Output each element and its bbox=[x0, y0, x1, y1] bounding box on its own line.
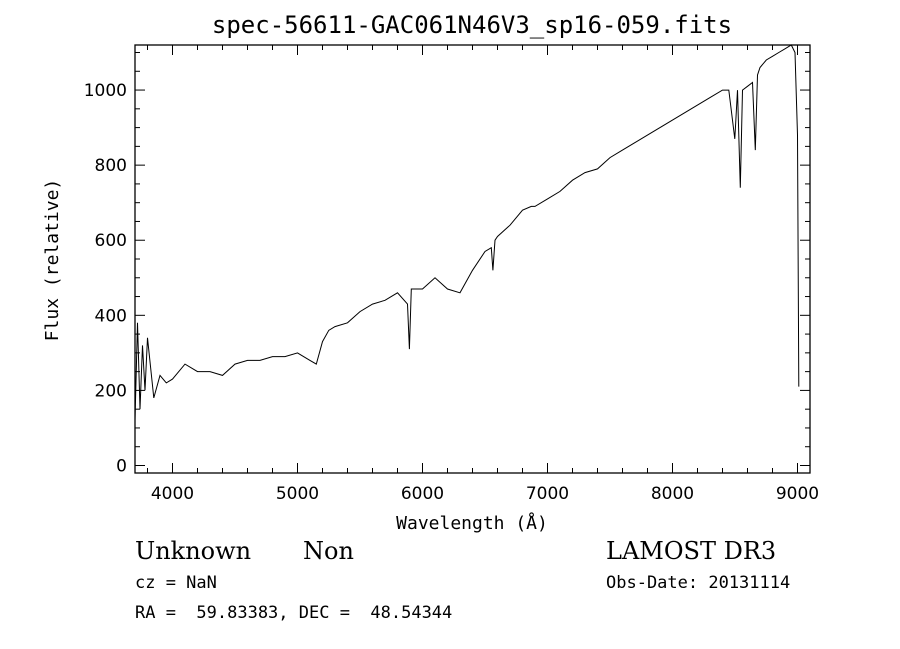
x-tick-label: 8000 bbox=[651, 484, 694, 504]
plot-frame bbox=[134, 44, 811, 474]
y-tick-label: 400 bbox=[95, 306, 127, 326]
x-tick-label: 6000 bbox=[401, 484, 444, 504]
tick-labels: 4000 5000 6000 7000 8000 9000 0 200 400 600 800 100… bbox=[84, 81, 819, 504]
y-tick-label: 200 bbox=[95, 381, 127, 401]
x-axis-label: Wavelength (Å) bbox=[396, 512, 548, 534]
y-axis-label: Flux (relative) bbox=[42, 179, 63, 342]
y-tick-label: 1000 bbox=[84, 81, 127, 101]
x-tick-label: 7000 bbox=[526, 484, 569, 504]
redshift-value: cz = NaN bbox=[135, 573, 217, 593]
object-class: Unknown bbox=[135, 537, 252, 565]
x-tick-label: 4000 bbox=[151, 484, 194, 504]
axis-ticks bbox=[135, 45, 810, 473]
object-subclass: Non bbox=[303, 537, 354, 565]
y-tick-label: 600 bbox=[95, 231, 127, 251]
spectrum-plot: 4000 5000 6000 7000 8000 9000 0 200 400 600 800 100… bbox=[42, 11, 819, 534]
y-tick-label: 0 bbox=[116, 456, 127, 476]
survey-name: LAMOST DR3 bbox=[606, 537, 777, 565]
coordinates: RA = 59.83383, DEC = 48.54344 bbox=[135, 603, 453, 623]
observation-date: Obs-Date: 20131114 bbox=[606, 573, 791, 593]
spectrum-line bbox=[134, 44, 800, 421]
chart-title: spec-56611-GAC061N46V3_sp16-059.fits bbox=[212, 11, 732, 39]
x-tick-label: 5000 bbox=[276, 484, 319, 504]
y-tick-label: 800 bbox=[95, 156, 127, 176]
x-tick-label: 9000 bbox=[776, 484, 819, 504]
